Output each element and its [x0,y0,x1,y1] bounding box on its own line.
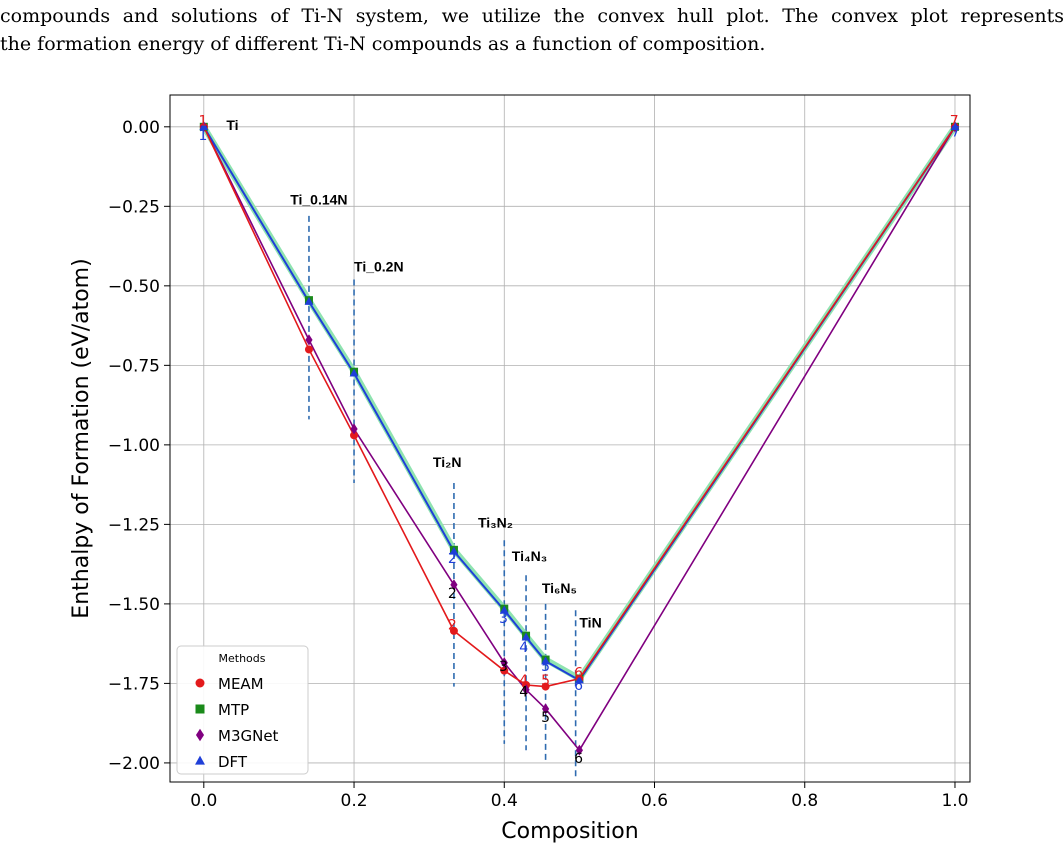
point-DFT [521,632,531,641]
legend-marker-DFT [195,755,205,765]
y-tick-label: −1.50 [108,595,160,615]
point-DFT [304,296,314,305]
legend-title: Methods [219,652,266,665]
compound-label: Ti [226,117,238,133]
y-tick-label: −0.75 [108,356,160,376]
point-number-label: 6 [574,751,583,767]
x-tick-label: 1.0 [941,791,968,811]
point-DFT [541,656,550,665]
compound-label: Ti₂N [433,454,462,470]
point-M3GNet [305,334,313,346]
point-DFT [199,122,209,131]
point-number-label: 4 [519,673,528,689]
point-M3GNet [522,684,530,696]
point-number-label: 6 [574,678,583,694]
point-number-label: 7 [951,125,960,141]
point-number-label: 2 [448,586,457,602]
caption-paragraph: compounds and solutions of Ti-N system, … [0,2,1064,58]
point-number-label: 7 [950,113,959,129]
y-tick-label: −1.75 [108,674,160,694]
point-MEAM [449,626,458,635]
legend-label-M3GNet: M3GNet [218,727,279,745]
y-tick-label: −1.00 [108,436,160,456]
legend-label-MEAM: MEAM [218,675,264,693]
point-number-label: 4 [519,684,528,700]
point-number-label: 3 [499,611,508,627]
line-M3GNet [203,126,956,752]
plot-frame [169,94,971,783]
point-DFT [950,122,960,131]
point-number-label: 3 [499,659,508,675]
x-tick-label: 0.6 [641,791,668,811]
line-DFT [202,126,956,682]
compound-labels: Ti Ti_0.14N Ti_0.2N Ti₂N Ti₃N₂ Ti₄N₃ Ti₆N₅ TiN [226,117,601,631]
point-DFT [499,605,509,614]
point-number-label: 5 [541,673,550,689]
y-tick-label: −0.25 [108,197,160,217]
y-tick-label: −1.25 [108,515,160,535]
compound-label: Ti_0.2N [354,259,404,275]
legend-marker-MEAM [195,678,205,688]
compound-label: Ti₃N₂ [478,515,513,531]
line-MEAM [203,126,956,688]
point-number-label: 1 [199,113,208,129]
point-M3GNet [500,657,508,669]
point-number-label: 5 [541,659,550,675]
x-axis-label: Composition [501,819,638,844]
point-number-label: 2 [448,551,457,567]
point-MEAM [350,431,359,440]
legend-box [176,645,309,775]
legend-marker-M3GNet [195,728,205,742]
point-number-label: 1 [199,128,208,144]
legend-marker-MTP [195,704,205,714]
y-tick-label: 0.00 [122,118,160,138]
compound-label: TiN [579,615,601,631]
y-tick-label: −0.50 [108,277,160,297]
series-lines [201,125,958,752]
point-number-label: 4 [519,640,528,656]
legend: Methods MEAM MTP M3GNet DFT [176,645,309,775]
point-DFT [449,546,459,555]
x-tick-label: 0.4 [491,791,518,811]
point-M3GNet [450,579,458,591]
axes: 0.0 0.2 0.4 0.6 0.8 1.0 0.00 −0.25 −0.50 −0.75 −1.… [69,118,968,844]
x-tick-label: 0.2 [341,791,368,811]
x-tick-label: 0.0 [190,791,217,811]
point-DFT [349,368,359,377]
point-MEAM [500,666,509,675]
point-number-label: 6 [574,665,583,681]
point-M3GNet [541,703,550,715]
compound-label: Ti₆N₅ [542,580,577,596]
y-axis-label: Enthalpy of Formation (eV/atom) [69,258,94,618]
point-DFT [574,675,584,684]
guide-lines [308,215,577,779]
point-MEAM [541,682,550,691]
paragraph-line-2: the formation energy of different Ti-N c… [0,33,766,55]
point-M3GNet [575,744,583,756]
point-number-label: 5 [541,710,550,726]
point-number-label: 2 [448,618,457,634]
legend-label-DFT: DFT [218,753,248,771]
x-tick-label: 0.8 [791,791,818,811]
paragraph-line-1: compounds and solutions of Ti-N system, … [0,5,1064,27]
y-tick-label: −2.00 [108,754,160,774]
legend-label-MTP: MTP [218,701,249,719]
point-M3GNet [350,423,358,435]
series-markers [199,121,960,756]
point-MEAM [304,345,313,354]
compound-label: Ti_0.14N [290,192,347,208]
compound-label: Ti₄N₃ [512,548,547,564]
line-MTP [201,125,958,682]
